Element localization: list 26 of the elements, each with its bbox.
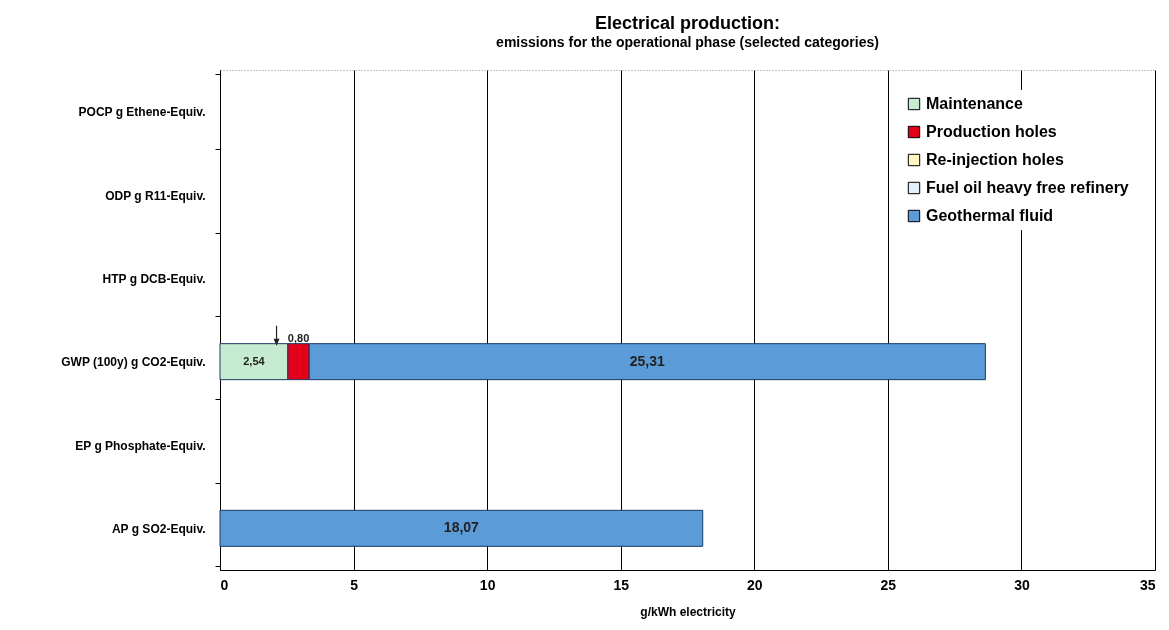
- data-label: 25,31: [629, 352, 666, 369]
- y-tick-label: AP g SO2-Equiv.: [111, 521, 206, 536]
- legend-label: Geothermal fluid: [926, 207, 1054, 224]
- x-tick-label: 30: [1014, 576, 1030, 593]
- data-label: 18,07: [443, 519, 480, 536]
- x-tick-label: 5: [350, 576, 359, 593]
- x-tick-label: 0: [220, 576, 229, 593]
- x-tick-label: 35: [1139, 576, 1156, 593]
- legend-label: Maintenance: [926, 95, 1024, 112]
- legend-label: Fuel oil heavy free refinery: [926, 179, 1129, 196]
- chart-title: Electrical production:: [594, 13, 781, 33]
- x-tick-label: 10: [479, 576, 496, 593]
- x-tick-label: 25: [880, 576, 897, 593]
- y-tick-label: ODP g R11-Equiv.: [105, 188, 206, 203]
- y-tick-label: POCP g Ethene-Equiv.: [78, 105, 206, 120]
- legend-label: Re-injection holes: [926, 151, 1064, 168]
- x-tick-label: 15: [613, 576, 630, 593]
- data-label: 2,54: [243, 354, 266, 367]
- x-axis-title: g/kWh electricity: [640, 604, 736, 619]
- x-tick-label: 20: [747, 576, 763, 593]
- legend-label: Production holes: [926, 123, 1057, 140]
- chart-subtitle: emissions for the operational phase (selected categories): [496, 34, 879, 50]
- y-tick-label: HTP g DCB-Equiv.: [102, 271, 206, 286]
- y-tick-label: EP g Phosphate-Equiv.: [75, 438, 206, 453]
- y-tick-label: GWP (100y) g CO2-Equiv.: [61, 355, 206, 370]
- data-label: 0,80: [287, 331, 310, 344]
